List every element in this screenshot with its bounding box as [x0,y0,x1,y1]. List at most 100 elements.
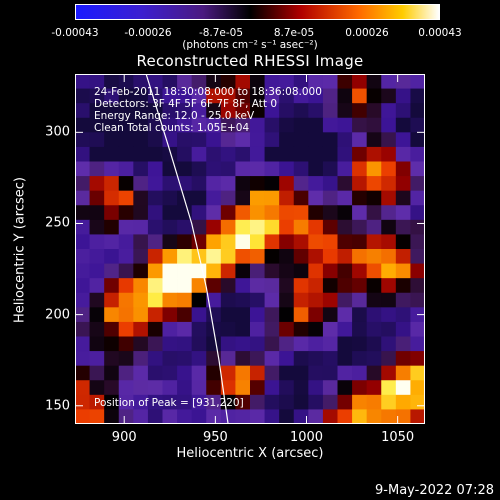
heatmap-cell [395,365,411,381]
heatmap-cell [264,219,280,235]
heatmap-cell [147,321,163,337]
heatmap-cell [395,307,411,323]
heatmap-cell [352,278,368,294]
heatmap-cell [89,190,105,206]
heatmap-cell [191,74,207,89]
heatmap-cell [147,176,163,192]
heatmap-cell [264,336,280,352]
heatmap-cell [381,394,397,410]
heatmap-cell [264,351,280,367]
heatmap-cell [162,88,178,104]
heatmap-cell [147,161,163,177]
heatmap-cell [381,336,397,352]
colorbar-unit-label: (photons cm⁻² s⁻¹ asec⁻²) [182,39,318,51]
heatmap-cell [293,307,309,323]
heatmap-cell [235,161,251,177]
heatmap-cell [381,205,397,221]
heatmap-cell [177,103,193,119]
heatmap-cell [410,321,425,337]
heatmap-cell [337,249,353,264]
heatmap-cell [381,278,397,294]
heatmap-cell [293,380,309,396]
heatmap-cell [89,132,105,148]
heatmap-cell [279,88,295,104]
heatmap-cell [118,336,134,352]
heatmap-cell [235,307,251,323]
heatmap-cell [366,307,382,323]
heatmap-cell [250,88,265,104]
heatmap-cell [264,88,280,104]
heatmap-cell [279,278,295,294]
heatmap-cell [293,336,309,352]
heatmap-cell [381,146,397,162]
heatmap-cell [279,132,295,148]
heatmap-cell [322,117,338,133]
heatmap-cell [162,263,178,279]
heatmap-cell [104,146,120,162]
heatmap-cell [279,176,295,192]
heatmap-cell [191,292,207,308]
heatmap-cell [322,380,338,396]
heatmap-cell [381,103,397,119]
heatmap-cell [395,278,411,294]
heatmap-cell [177,263,193,279]
heatmap-cell [147,249,163,264]
heatmap-cell [133,146,149,162]
heatmap-cell [75,394,90,410]
heatmap-cell [220,74,236,89]
heatmap-cell [264,394,280,410]
heatmap-cell [352,263,368,279]
heatmap-cell [235,336,251,352]
heatmap-cell [366,146,382,162]
heatmap-cell [206,88,222,104]
heatmap-cell [381,234,397,250]
heatmap-cell [235,234,251,250]
heatmap-cell [118,219,134,235]
heatmap-cell [191,234,207,250]
heatmap-cell [220,219,236,235]
heatmap-cell [206,161,222,177]
y-tick-label: 300 [45,124,70,140]
heatmap-cell [410,278,425,294]
heatmap-cell [133,132,149,148]
heatmap-cell [308,263,324,279]
heatmap-cell [147,132,163,148]
heatmap-cell [279,263,295,279]
heatmap-cell [177,321,193,337]
heatmap-cell [162,380,178,396]
heatmap-cell [104,190,120,206]
heatmap-cell [395,321,411,337]
heatmap-cell [220,307,236,323]
heatmap-cell [279,336,295,352]
heatmap-cell [293,351,309,367]
heatmap-cell [220,336,236,352]
heatmap-cell [235,190,251,206]
heatmap-cell [337,380,353,396]
heatmap-cell [352,205,368,221]
heatmap-cell [133,205,149,221]
heatmap-cell [177,219,193,235]
heatmap-cell [118,103,134,119]
heatmap-cell [118,321,134,337]
heatmap-cell [264,190,280,206]
heatmap-cell [177,292,193,308]
heatmap-cell [235,365,251,381]
heatmap-cell [337,351,353,367]
heatmap-cell [177,394,193,410]
heatmap-cell [322,74,338,89]
heatmap-cell [75,132,90,148]
heatmap-cell [366,321,382,337]
heatmap-cell [162,117,178,133]
heatmap-cell [250,351,265,367]
heatmap-cell [395,190,411,206]
heatmap-cell [250,161,265,177]
heatmap-cell [381,219,397,235]
heatmap-cell [75,146,90,162]
heatmap-cell [75,336,90,352]
heatmap-cell [147,380,163,396]
heatmap-cell [191,380,207,396]
heatmap-cell [410,74,425,89]
heatmap-cell [104,263,120,279]
heatmap-cell [279,351,295,367]
heatmap-cell [89,205,105,221]
